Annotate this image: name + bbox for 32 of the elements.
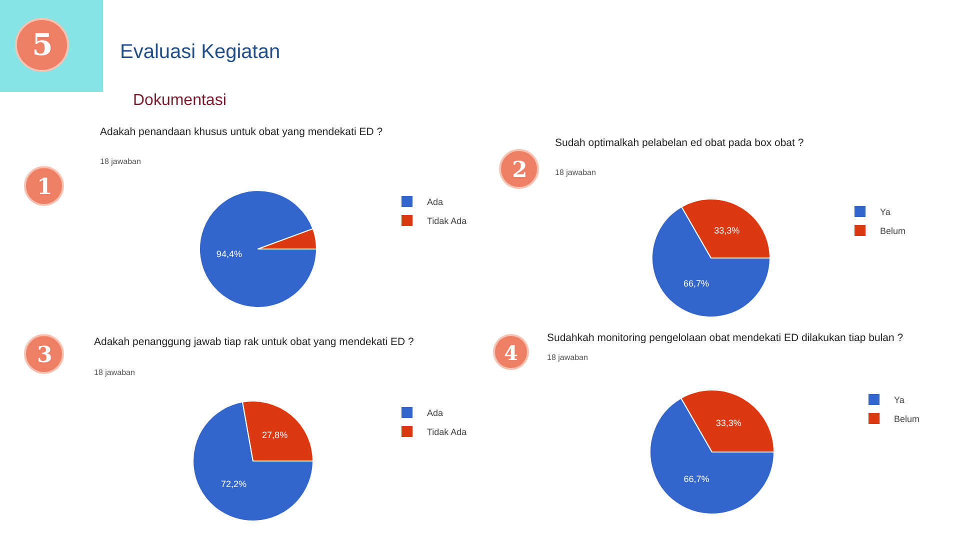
legend-label: Ada (427, 408, 448, 418)
data-label: 94,4% (216, 249, 242, 260)
text: Evaluasi Kegiatan (120, 41, 280, 63)
chart-title: Adakah penandaan khusus untuk obat yang mendekati ED ? (100, 126, 383, 138)
chart-title: Adakah penanggung jawab tiap rak untuk obat yang mendekati ED ? (94, 336, 414, 348)
text: 5 (32, 28, 53, 63)
text: 18 jawaban (100, 157, 141, 166)
data-label: 27,8% (262, 430, 288, 440)
legend-label: Ada (427, 197, 444, 208)
legend-label: Ya (880, 207, 893, 218)
text: 18 jawaban (547, 353, 588, 362)
legend-label: Ya (894, 395, 912, 406)
text: 2 (512, 157, 528, 183)
legend-label: Belum (880, 226, 908, 236)
text: 4 (504, 341, 518, 365)
legend-label: Tidak Ada (427, 427, 472, 438)
text: 1 (37, 174, 52, 200)
data-label: 33,3% (714, 226, 740, 236)
text: 18 jawaban (555, 168, 596, 177)
text: Dokumentasi (133, 92, 226, 109)
chart-title: Sudahkah monitoring pengelolaan obat mendekati ED dilakukan tiap bulan ? (547, 332, 904, 344)
pie-slice (199, 190, 317, 308)
text: 3 (37, 342, 52, 368)
legend-label: Tidak Ada (427, 216, 467, 226)
legend-label: Belum (894, 414, 928, 424)
pie-slice (192, 401, 314, 522)
chart-title: Sudah optimalkah pelabelan ed obat pada box obat ? (555, 137, 804, 149)
data-label: 33,3% (716, 418, 742, 428)
data-label: 66,7% (683, 278, 709, 289)
text: 18 jawaban (94, 368, 135, 377)
data-label: 72,2% (220, 478, 246, 489)
data-label: 66,7% (684, 474, 710, 484)
